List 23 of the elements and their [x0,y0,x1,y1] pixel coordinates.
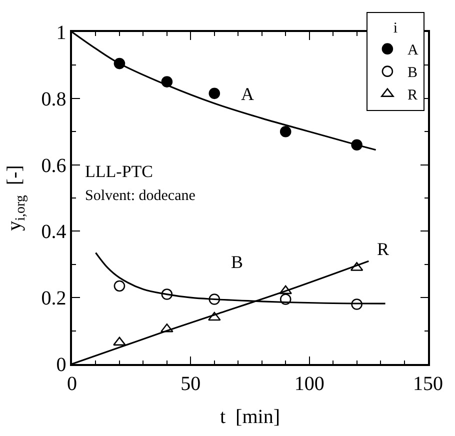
x-axis-title: t [min] [220,406,280,428]
y-tick-label: 0 [56,354,66,376]
legend-label: R [407,88,418,104]
y-tick-label: 0.8 [41,88,66,110]
point [113,336,126,346]
legend-label: B [407,65,418,82]
x-tick-label: 50 [180,372,201,395]
annotation: A [241,84,254,104]
y-tick-label: 1 [56,22,66,44]
annotation: Solvent: dodecane [85,188,196,204]
x-tick-label: 100 [294,372,324,395]
annotation: R [377,239,390,259]
y-tick-label: 0.4 [41,221,66,244]
point [114,280,126,292]
annotation: B [231,252,244,272]
y-tick-label: 0.2 [41,288,66,310]
point [208,88,220,100]
legend-title: i [393,20,398,37]
annotation: LLL-PTC [85,162,153,181]
legend-label: A [407,42,418,59]
y-tick-label: 0.6 [41,154,66,177]
x-tick-label: 150 [413,372,443,395]
point [280,126,292,138]
